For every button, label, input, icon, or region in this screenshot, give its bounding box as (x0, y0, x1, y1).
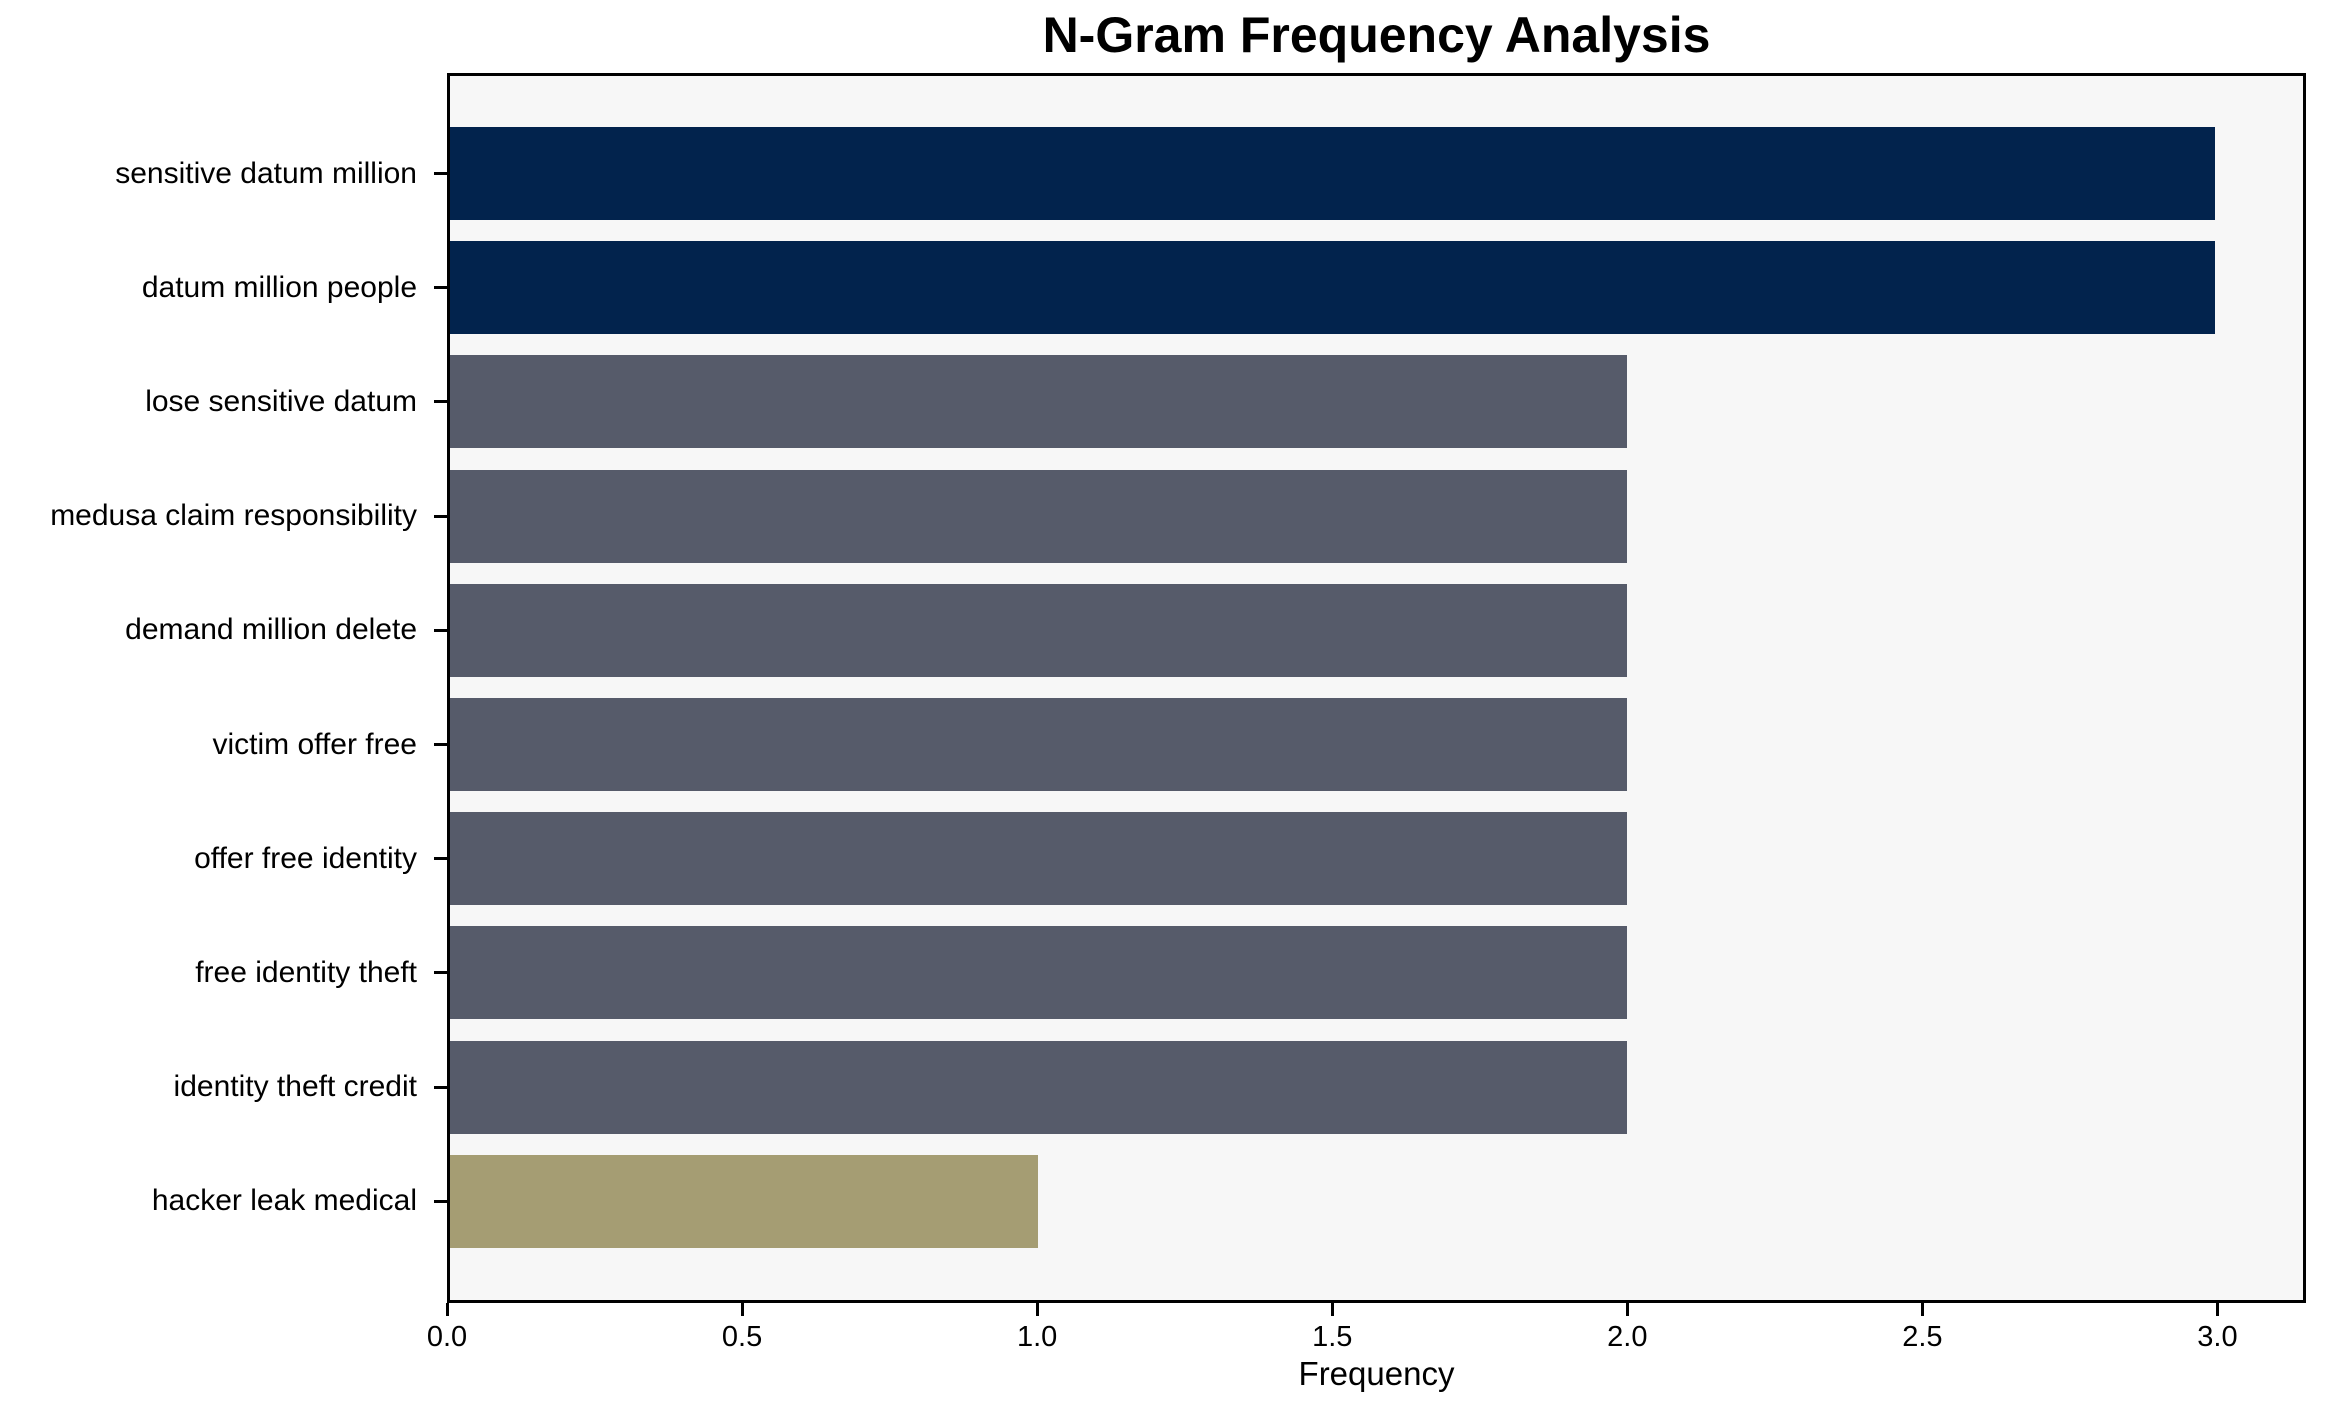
x-axis-label: Frequency (1298, 1355, 1455, 1392)
y-tick-mark (434, 172, 447, 175)
bar (450, 926, 1627, 1020)
bar (450, 469, 1627, 563)
y-tick-label: medusa claim responsibility (50, 499, 417, 533)
bar (450, 241, 2215, 335)
y-tick-mark (434, 1199, 447, 1203)
x-tick-mark (740, 1303, 744, 1316)
x-tick-mark (1920, 1303, 1924, 1316)
x-tick-mark (1330, 1303, 1334, 1316)
y-tick-mark (434, 1085, 447, 1089)
y-tick-label: lose sensitive datum (145, 384, 417, 418)
y-tick-mark (434, 400, 447, 404)
y-tick-mark (434, 971, 447, 975)
y-tick-mark (434, 286, 447, 290)
x-tick-label: 2.5 (1902, 1321, 1943, 1353)
bar (450, 698, 1627, 791)
x-tick-label: 2.0 (1607, 1321, 1648, 1353)
x-tick-label: 0.5 (721, 1321, 763, 1353)
bar (450, 1040, 1627, 1134)
y-tick-label: hacker leak medical (151, 1184, 417, 1218)
y-tick-label: victim offer free (212, 727, 417, 761)
y-tick-label: demand million delete (125, 613, 417, 647)
x-axis: 0.0 0.5 1.0 1.5 2.0 2.5 3.0 (427, 1303, 2306, 1413)
x-tick-label: 0.0 (426, 1321, 468, 1353)
bar (450, 355, 1627, 449)
bar (450, 812, 1627, 906)
bar (450, 127, 2215, 220)
chart-title: N-Gram Frequency Analysis (1042, 7, 1711, 63)
bar (450, 1154, 1039, 1248)
x-tick-mark (445, 1303, 449, 1316)
y-tick-mark (434, 857, 447, 861)
x-tick-label: 3.0 (2197, 1321, 2238, 1353)
bar (450, 583, 1627, 677)
plot-area (447, 73, 2306, 1303)
y-tick-mark (434, 514, 447, 518)
y-tick-mark (434, 628, 447, 632)
x-tick-label: 1.0 (1016, 1321, 1058, 1353)
y-tick-label: free identity theft (195, 955, 417, 989)
x-tick-mark (1035, 1303, 1039, 1316)
x-tick-mark (2215, 1303, 2219, 1316)
y-axis: sensitive datum million datum million peo… (0, 73, 447, 1303)
y-tick-mark (434, 743, 447, 746)
x-tick-label: 1.5 (1312, 1321, 1353, 1353)
y-tick-label: identity theft credit (173, 1070, 417, 1104)
x-tick-mark (1625, 1303, 1629, 1316)
y-tick-label: sensitive datum million (115, 156, 417, 190)
y-tick-label: datum million people (141, 270, 417, 304)
y-tick-label: offer free identity (194, 841, 417, 875)
